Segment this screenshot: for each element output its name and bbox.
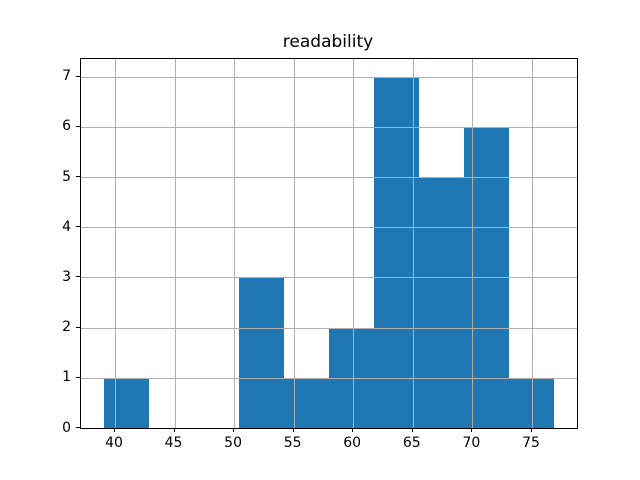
gridline-horizontal bbox=[81, 327, 577, 329]
x-tick-label: 50 bbox=[224, 435, 243, 451]
histogram-bar bbox=[329, 327, 375, 428]
x-tick-label: 40 bbox=[105, 435, 123, 451]
gridline-horizontal bbox=[81, 377, 577, 379]
y-tick-label: 6 bbox=[62, 118, 71, 135]
y-tick-mark bbox=[76, 75, 80, 77]
plot-area bbox=[80, 58, 578, 429]
x-tick-mark bbox=[292, 428, 294, 432]
y-tick-label: 5 bbox=[62, 168, 71, 185]
y-tick-mark bbox=[76, 376, 80, 378]
y-tick-label: 2 bbox=[62, 319, 71, 336]
x-tick-label: 70 bbox=[462, 435, 481, 451]
x-tick-mark bbox=[233, 428, 235, 432]
gridline-vertical bbox=[174, 59, 176, 428]
histogram-bar bbox=[238, 277, 284, 428]
gridline-horizontal bbox=[81, 227, 577, 229]
y-tick-mark bbox=[76, 125, 80, 127]
y-tick-label: 0 bbox=[62, 419, 71, 436]
y-tick-mark bbox=[76, 276, 80, 278]
x-tick-label: 55 bbox=[283, 435, 302, 451]
y-tick-label: 3 bbox=[62, 268, 71, 285]
gridline-vertical bbox=[472, 59, 474, 428]
gridline-horizontal bbox=[81, 277, 577, 279]
x-tick-mark bbox=[352, 428, 354, 432]
histogram-bar bbox=[509, 377, 555, 428]
x-tick-mark bbox=[531, 428, 532, 432]
x-tick-label: 45 bbox=[164, 435, 183, 451]
plot-inner bbox=[81, 59, 577, 428]
gridline-horizontal bbox=[81, 126, 577, 128]
gridline-horizontal bbox=[81, 76, 577, 78]
x-tick-mark bbox=[411, 428, 413, 432]
x-tick-label: 60 bbox=[343, 435, 362, 451]
histogram-bar bbox=[374, 76, 420, 428]
histogram-bar bbox=[419, 177, 465, 428]
y-tick-label: 4 bbox=[62, 218, 71, 235]
gridline-vertical bbox=[353, 59, 355, 428]
y-tick-mark bbox=[76, 226, 80, 228]
gridline-vertical bbox=[293, 59, 295, 428]
histogram-bar bbox=[283, 377, 330, 428]
gridline-vertical bbox=[115, 59, 116, 428]
y-tick-mark bbox=[76, 326, 80, 328]
y-tick-mark bbox=[76, 427, 80, 428]
gridline-vertical bbox=[532, 59, 533, 428]
y-tick-label: 7 bbox=[62, 68, 71, 85]
gridline-horizontal bbox=[81, 177, 577, 178]
x-tick-mark bbox=[173, 428, 175, 432]
gridline-vertical bbox=[234, 59, 236, 428]
x-tick-label: 65 bbox=[402, 435, 421, 451]
y-tick-label: 1 bbox=[62, 369, 71, 386]
y-tick-mark bbox=[76, 176, 80, 177]
x-tick-mark bbox=[114, 428, 115, 432]
chart-title: readability bbox=[282, 32, 374, 52]
x-tick-label: 75 bbox=[522, 435, 540, 451]
histogram-bar bbox=[103, 377, 149, 428]
x-tick-mark bbox=[471, 428, 473, 432]
gridline-vertical bbox=[412, 59, 414, 428]
